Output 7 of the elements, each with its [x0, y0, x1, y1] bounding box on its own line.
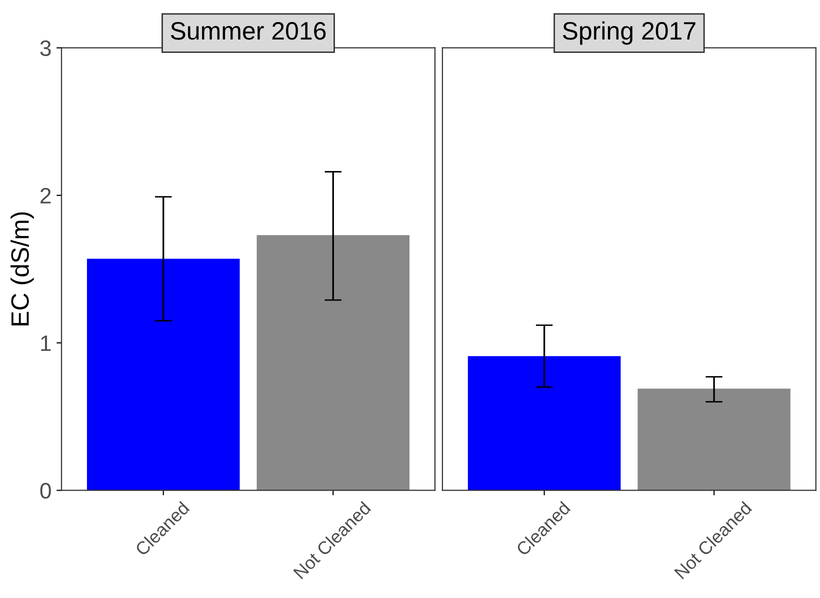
y-tick-label: 2 — [40, 188, 51, 204]
y-tick-label: 3 — [40, 40, 51, 56]
chart-title: Summer 2016 — [170, 22, 326, 40]
y-tick-label: 1 — [41, 336, 51, 351]
chart-title: Spring 2017 — [562, 21, 696, 45]
y-tick-label: 0 — [40, 482, 51, 499]
y-axis-title: EC (dS/m) — [10, 212, 34, 326]
